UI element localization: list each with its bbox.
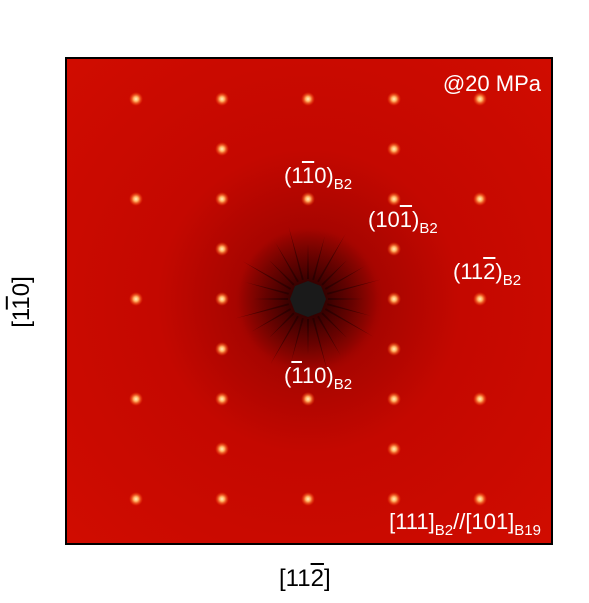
spot-label-1-0-minus1: (101)B2 xyxy=(368,207,438,237)
label-open: ( xyxy=(284,363,292,388)
diffraction-spots xyxy=(129,92,487,506)
diffraction-spot xyxy=(301,192,315,206)
y-open: [1 xyxy=(7,309,35,328)
diffraction-spot xyxy=(387,142,401,156)
x-open: [11 xyxy=(279,565,311,592)
zone-sub1: B2 xyxy=(434,522,454,539)
diffraction-spot xyxy=(215,92,229,106)
diffraction-spot xyxy=(473,292,487,306)
diffraction-spot xyxy=(215,492,229,506)
label-sub: B2 xyxy=(333,376,353,393)
diffraction-spot xyxy=(301,392,315,406)
diffraction-pattern: @20 MPa (110)B2 (101)B2 (112)B2 (110)B2 … xyxy=(65,57,553,545)
diffraction-spot xyxy=(387,242,401,256)
label-rest: ) xyxy=(495,259,503,284)
spot-label-minus1-1-0: (110)B2 xyxy=(284,363,353,393)
diffraction-spot xyxy=(387,342,401,356)
x-axis-label: [112] xyxy=(279,567,331,591)
label-sub: B2 xyxy=(502,272,522,289)
label-sub: B2 xyxy=(333,176,353,193)
label-rest: 10) xyxy=(301,363,334,388)
label-bar: 1 xyxy=(399,207,413,232)
label-bar: 2 xyxy=(483,259,496,284)
diffraction-spot xyxy=(215,342,229,356)
label-open: (1 xyxy=(284,163,302,188)
spot-label-1-minus1-0: (110)B2 xyxy=(284,163,353,193)
diffraction-spot xyxy=(215,242,229,256)
diffraction-spot xyxy=(215,392,229,406)
y-axis-label: [110] xyxy=(7,276,35,328)
y-close: 0] xyxy=(7,276,35,297)
x-close: ] xyxy=(323,565,331,592)
diffraction-spot xyxy=(215,292,229,306)
diffraction-image xyxy=(67,59,551,543)
zone-axis-label: [111]B2//[101]B19 xyxy=(389,509,541,539)
diffraction-spot xyxy=(387,192,401,206)
label-sub: B2 xyxy=(419,220,438,237)
zone-part2: [101] xyxy=(465,509,515,534)
label-rest: 0) xyxy=(314,163,334,188)
pressure-label: @20 MPa xyxy=(442,71,541,96)
diffraction-spot xyxy=(129,392,143,406)
label-open: (10 xyxy=(368,207,400,232)
beam-stop xyxy=(290,281,326,317)
diffraction-spot xyxy=(387,392,401,406)
diffraction-spot xyxy=(387,92,401,106)
zone-part1: [111] xyxy=(389,509,435,534)
y-bar: 1 xyxy=(7,296,35,310)
zone-sub2: B19 xyxy=(514,522,541,539)
diffraction-spot xyxy=(129,292,143,306)
diffraction-spot xyxy=(301,492,315,506)
label-open: (11 xyxy=(453,259,484,284)
diffraction-spot xyxy=(473,492,487,506)
diffraction-spot xyxy=(301,92,315,106)
zone-sep: // xyxy=(453,509,466,534)
label-rest: ) xyxy=(412,207,420,232)
label-bar: 1 xyxy=(301,163,315,188)
x-bar: 2 xyxy=(310,565,324,592)
diffraction-spot xyxy=(129,192,143,206)
label-bar: 1 xyxy=(291,363,302,388)
diffraction-spot xyxy=(215,442,229,456)
diffraction-spot xyxy=(387,292,401,306)
diffraction-spot xyxy=(473,192,487,206)
diffraction-spot xyxy=(473,392,487,406)
diffraction-spot xyxy=(387,442,401,456)
diffraction-spot xyxy=(215,192,229,206)
diffraction-spot xyxy=(129,92,143,106)
diffraction-spot xyxy=(473,92,487,106)
diffraction-spot xyxy=(387,492,401,506)
spot-label-1-1-minus2: (112)B2 xyxy=(453,259,522,289)
diffraction-spot xyxy=(129,492,143,506)
diffraction-spot xyxy=(215,142,229,156)
